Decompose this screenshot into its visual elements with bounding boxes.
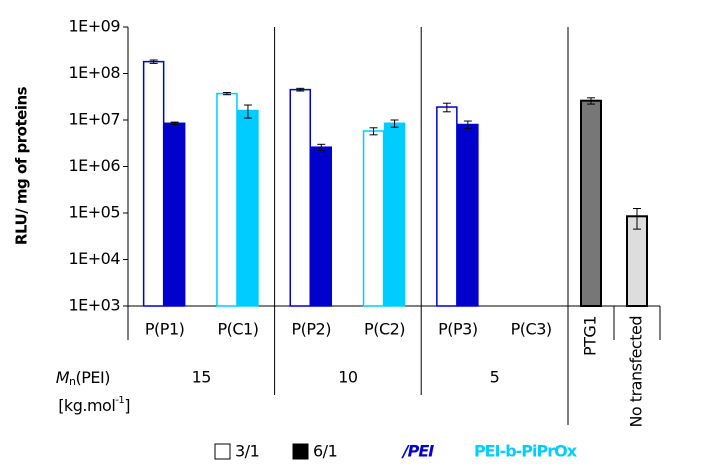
y-tick-label: 1E+07 [68,110,120,129]
y-tick-label: 1E+05 [68,203,120,222]
legend-label: 6/1 [313,442,337,461]
group-label: 15 [192,368,211,387]
x-tick-label: P(C2) [364,320,405,339]
x-tick-label: P(P2) [292,320,331,339]
symbol: M [56,368,70,387]
bar [163,122,186,307]
legend-swatch [214,443,231,460]
text: (PEI) [76,368,110,387]
y-tick-label: 1E+09 [68,17,120,36]
legend-group: PEI-b-PiPrOx [474,442,578,461]
group-axis-label: Mn(PEI) [56,368,110,389]
x-tick-label: No transfected [627,316,646,428]
y-tick-label: 1E+04 [68,249,120,268]
unit-exp: -1 [115,395,124,406]
y-tick-label: 1E+08 [68,63,120,82]
bar [457,123,479,307]
x-tick-label: PTG1 [581,316,600,356]
bar [310,146,332,307]
unit: [kg.mol [58,396,115,415]
bar [216,92,238,307]
x-tick-label: P(C1) [217,320,258,339]
unit-end: ] [124,396,130,415]
legend-swatch [292,443,309,460]
bar [383,122,406,307]
bar [362,130,385,307]
bar [626,215,648,307]
bar [142,60,165,307]
group-label: 10 [338,368,358,387]
bar [289,88,311,307]
group-axis-unit: [kg.mol-1] [58,395,130,415]
y-tick-label: 1E+06 [68,156,120,175]
x-tick-label: P(C3) [511,320,552,339]
y-tick-label: 1E+03 [68,296,120,315]
group-label: 5 [490,368,500,387]
y-axis-label: RLU/ mg of proteins [13,86,31,245]
bar [237,109,259,307]
bar [580,99,602,308]
subscript: n [69,375,76,388]
legend-label: 3/1 [235,442,259,461]
x-tick-label: P(P3) [438,320,477,339]
legend-group: /PEI [401,442,435,461]
bar [436,106,458,307]
x-tick-label: P(P1) [145,320,184,339]
